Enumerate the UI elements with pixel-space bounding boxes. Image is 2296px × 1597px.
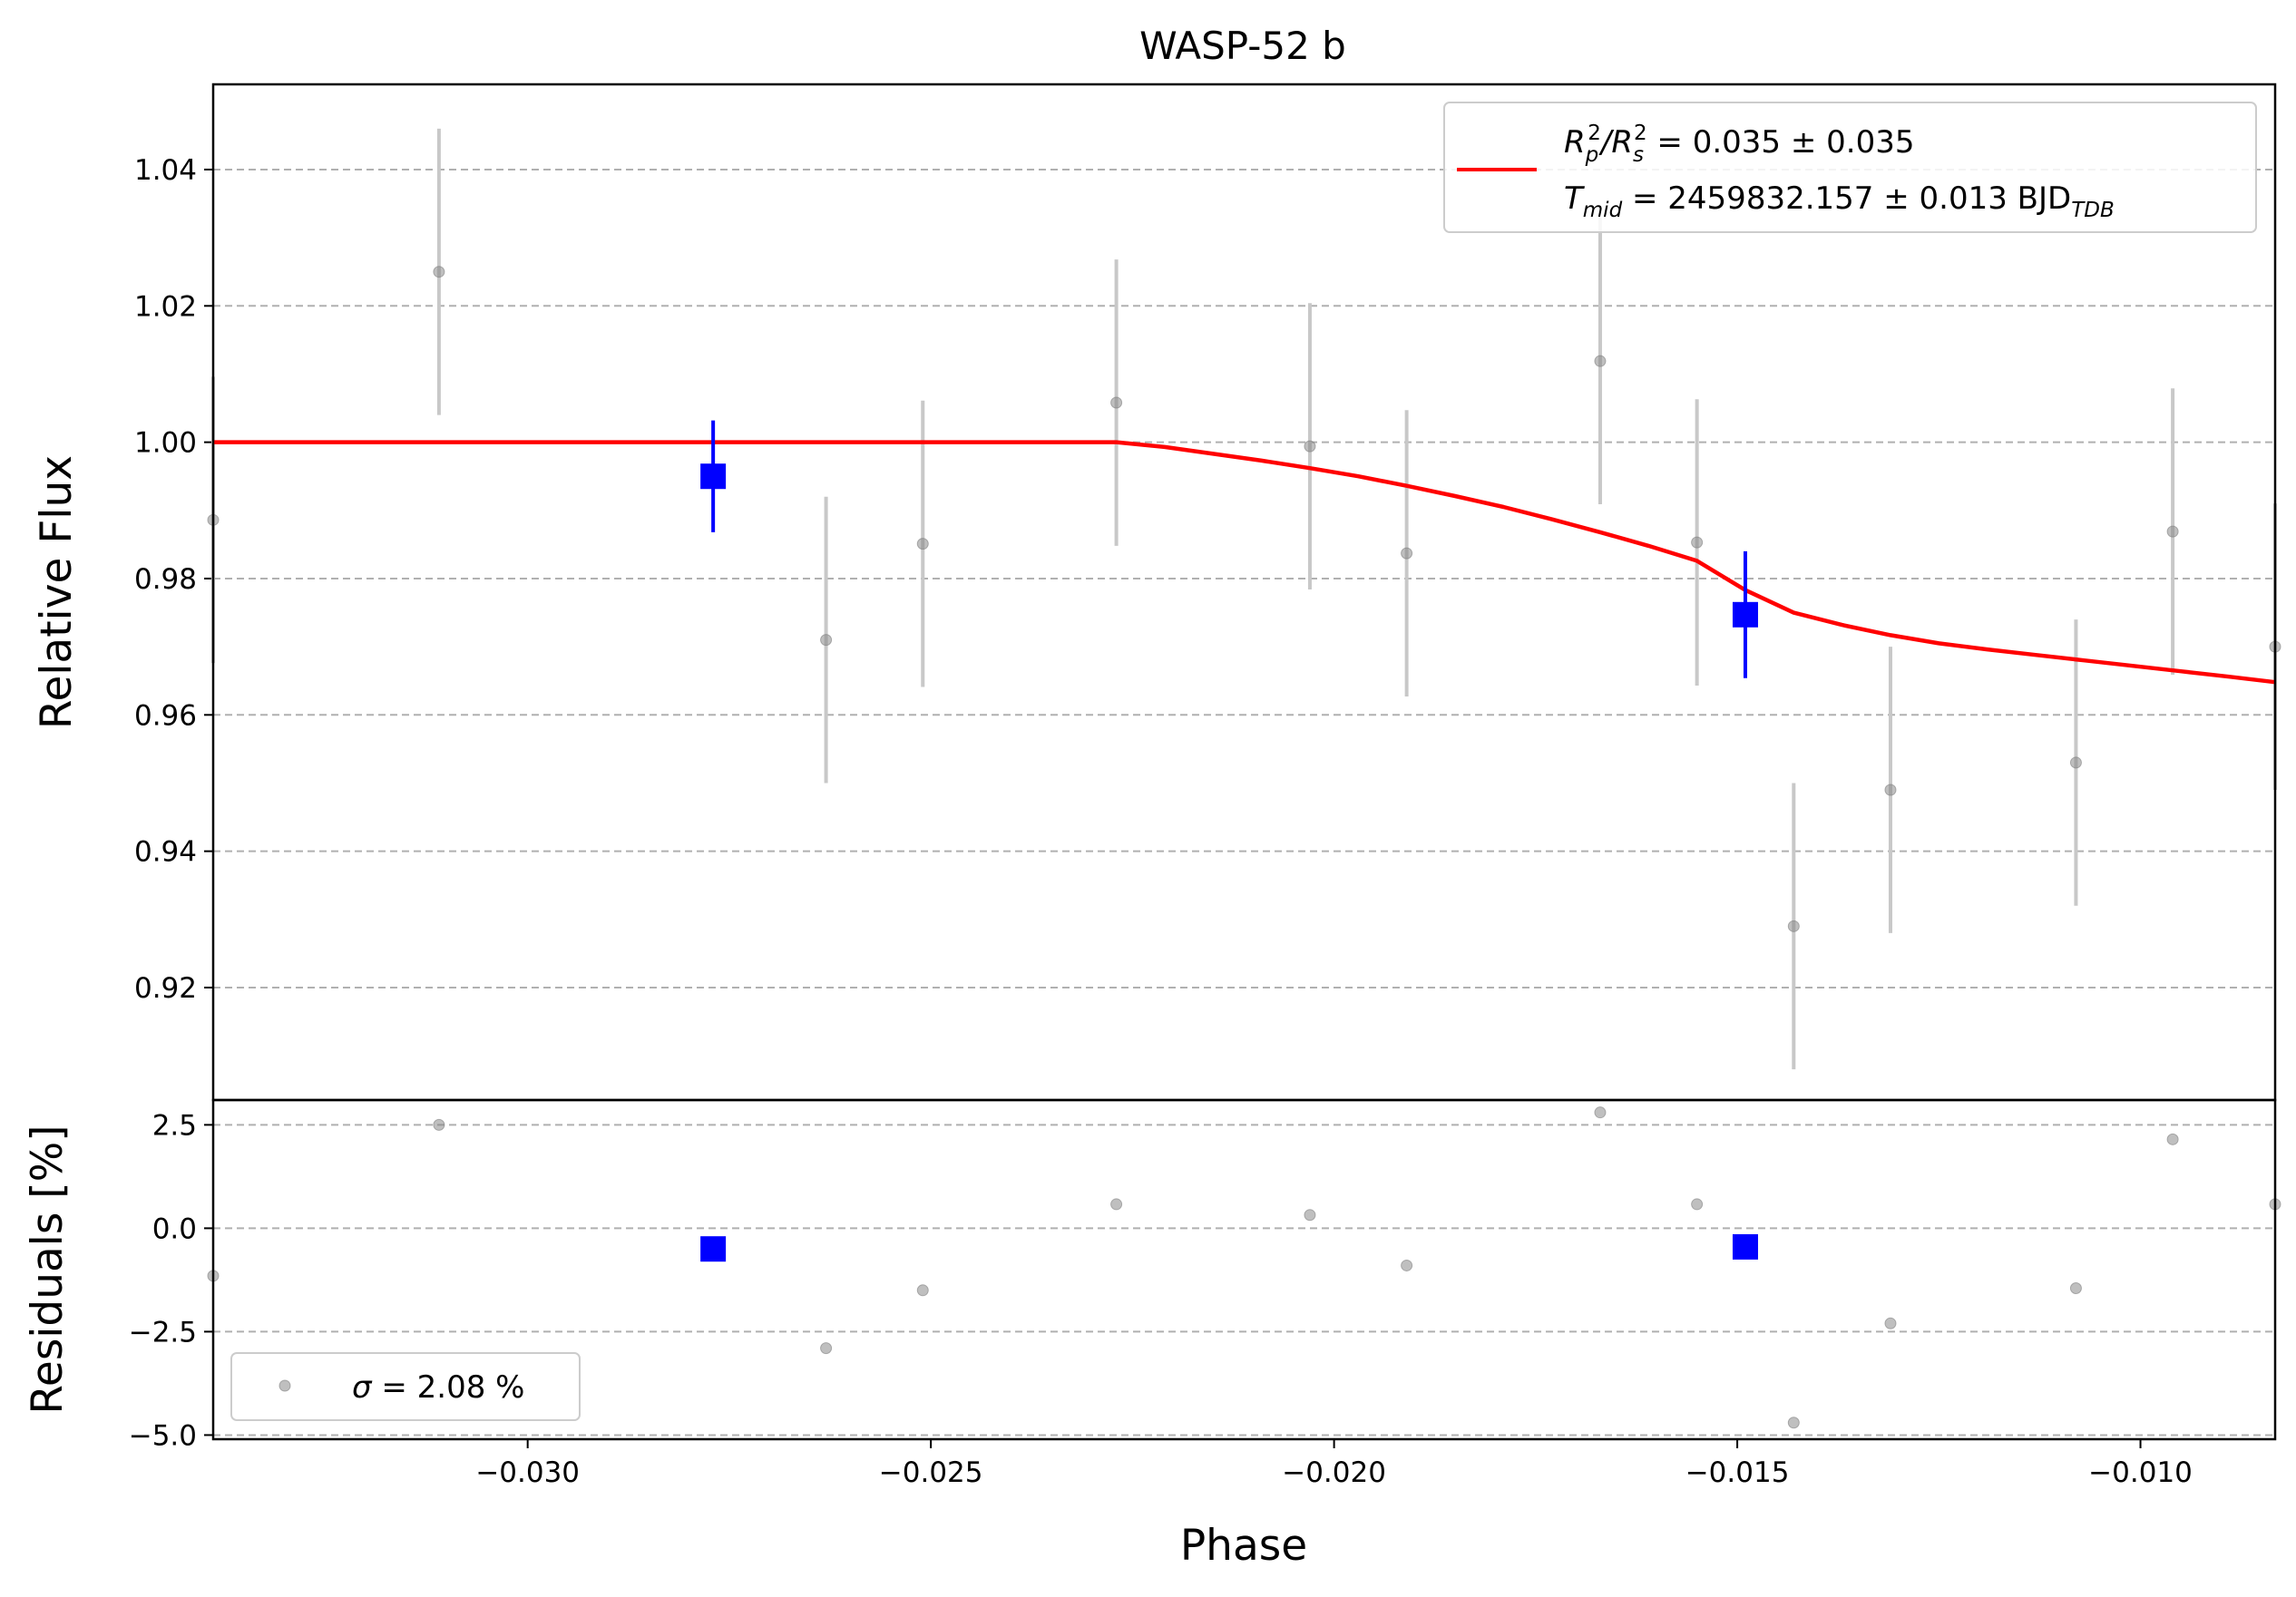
x-tick-label: −0.015 xyxy=(1685,1456,1790,1489)
flux-data-point xyxy=(1884,784,1897,796)
flux-data-point xyxy=(1304,440,1316,453)
top-y-tick-label: 0.98 xyxy=(134,563,197,596)
residual-data-point xyxy=(2166,1133,2179,1145)
flux-data-point xyxy=(1594,355,1607,367)
residual-data-point xyxy=(916,1284,929,1297)
bottom-gridlines xyxy=(213,1124,2275,1436)
residual-data-point xyxy=(1401,1259,1413,1271)
x-axis-label: Phase xyxy=(1180,1521,1307,1571)
top-panel: 0.92 0.94 0.96 0.98 1.00 1.02 1.04 Relative Fl… xyxy=(32,83,2281,1102)
top-y-axis-label: Relative Flux xyxy=(32,455,82,729)
residual-binned-points xyxy=(700,1233,1758,1262)
residual-data-point xyxy=(1884,1317,1897,1329)
bottom-y-tick-label: 0.0 xyxy=(152,1212,197,1245)
bottom-legend: σ = 2.08 % xyxy=(230,1352,581,1421)
top-binned-points xyxy=(700,420,1758,678)
bottom-legend-box xyxy=(230,1352,581,1421)
x-tick-label: −0.025 xyxy=(879,1456,983,1489)
bottom-panel-frame xyxy=(211,1098,2277,1441)
top-y-tick-label: 0.96 xyxy=(134,699,197,732)
legend-sigma-label: σ = 2.08 % xyxy=(352,1369,524,1406)
bottom-panel: −5.0−2.50.02.5 −0.030 −0.025 −0.020 −0.015−… xyxy=(23,1098,2281,1571)
x-tick-label: −0.030 xyxy=(475,1456,580,1489)
top-legend-box xyxy=(1443,102,2257,233)
x-tick-label: −0.020 xyxy=(1282,1456,1386,1489)
flux-data-point xyxy=(1691,536,1704,549)
flux-data-point xyxy=(433,266,445,278)
bottom-y-tick-label: −2.5 xyxy=(129,1316,197,1349)
residual-data-point xyxy=(1691,1198,1704,1211)
top-panel-frame xyxy=(211,83,2277,1102)
chart-title: WASP-52 b xyxy=(1139,24,1346,68)
legend-mid-transit-label: Tmid = 2459832.157 ± 0.013 BJDTDB xyxy=(1564,180,2115,222)
top-y-tick-label: 1.02 xyxy=(134,290,197,323)
flux-data-point xyxy=(2069,756,2082,769)
flux-data-point xyxy=(2166,525,2179,538)
residual-data-point xyxy=(820,1342,833,1355)
top-data-points xyxy=(207,128,2281,1070)
residual-data-point xyxy=(433,1118,445,1131)
flux-data-point xyxy=(820,634,833,647)
legend-residual-marker xyxy=(278,1379,291,1392)
top-y-tick-label: 1.04 xyxy=(134,154,197,187)
residual-data-point xyxy=(1787,1417,1800,1429)
residual-data-point xyxy=(1304,1209,1316,1222)
transit-model-line xyxy=(213,440,2276,685)
binned-flux-point xyxy=(700,463,727,490)
transit-model-curve xyxy=(213,440,2276,685)
top-y-tick-label: 0.92 xyxy=(134,972,197,1005)
bottom-y-tick-label: 2.5 xyxy=(152,1109,197,1142)
top-gridlines xyxy=(213,168,2275,988)
bottom-y-axis-label: Residuals [%] xyxy=(23,1125,73,1414)
residual-data-point xyxy=(1594,1106,1607,1119)
bottom-y-axis-ticks: −5.0 −2.5 0.0 2.5 xyxy=(129,1109,213,1452)
flux-data-point xyxy=(1110,396,1123,409)
flux-data-point xyxy=(1401,547,1413,560)
top-y-tick-label: 0.94 xyxy=(134,836,197,869)
residual-data-points xyxy=(207,1106,2281,1429)
top-y-axis-ticks: 0.92 0.94 0.96 0.98 1.00 1.02 1.04 xyxy=(134,154,213,1005)
top-y-tick-label: 1.00 xyxy=(134,427,197,460)
residual-data-point xyxy=(1110,1198,1123,1211)
top-legend: Rp2/Rs2 = 0.035 ± 0.035 Tmid = 2459832.1… xyxy=(1443,102,2257,233)
binned-residual-point xyxy=(700,1236,727,1262)
bottom-y-tick-label: −5.0 xyxy=(129,1419,197,1452)
binned-residual-point xyxy=(1732,1233,1758,1260)
binned-flux-point xyxy=(1732,601,1758,628)
legend-radius-ratio-label: Rp2/Rs2 = 0.035 ± 0.035 xyxy=(1564,122,1914,167)
flux-data-point xyxy=(916,538,929,550)
bottom-x-axis-ticks: −0.030 −0.025 −0.020 −0.015 −0.010 xyxy=(475,1439,2193,1489)
flux-data-point xyxy=(1787,920,1800,932)
residual-data-point xyxy=(2069,1282,2082,1295)
x-tick-label: −0.010 xyxy=(2088,1456,2193,1489)
